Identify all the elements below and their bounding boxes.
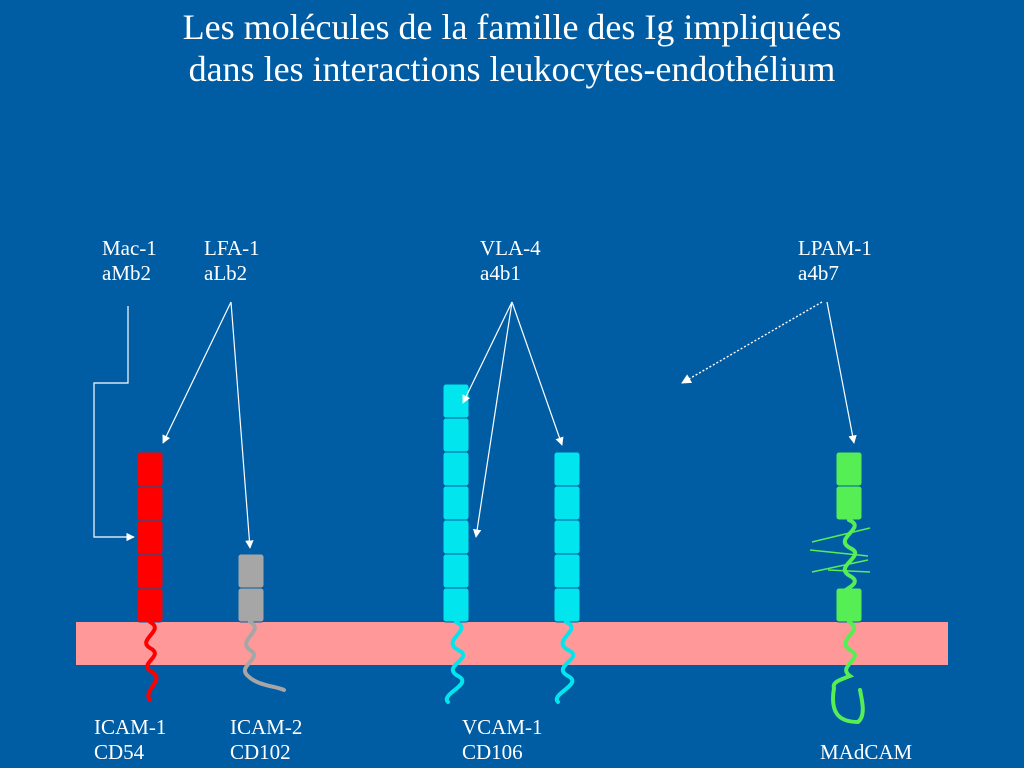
icam2-cytoplasmic-tail bbox=[243, 620, 286, 692]
integrin-name: LPAM-1 bbox=[798, 236, 872, 260]
ig-domain bbox=[136, 485, 164, 521]
integrin-subunits: a4b1 bbox=[480, 261, 521, 285]
ig-domain bbox=[442, 383, 470, 419]
ig-domain bbox=[136, 587, 164, 623]
title-line-1: Les molécules de la famille des Ig impli… bbox=[182, 7, 842, 47]
vla4-arrow-to-vcam1-middle bbox=[472, 301, 513, 538]
ig-domain bbox=[553, 485, 581, 521]
integrin-label-lpam1: LPAM-1 a4b7 bbox=[798, 236, 872, 286]
lpam1-dotted-arrow bbox=[681, 301, 823, 384]
ligand-cd: CD106 bbox=[462, 740, 523, 764]
ig-domain bbox=[237, 553, 265, 589]
ig-domain bbox=[835, 451, 863, 487]
ig-domain bbox=[237, 587, 265, 623]
ligand-name: MAdCAM bbox=[820, 740, 913, 764]
integrin-name: LFA-1 bbox=[204, 236, 260, 260]
vla4-arrow-to-vcam1-alt bbox=[511, 301, 564, 446]
ig-domain bbox=[442, 519, 470, 555]
lfa1-arrow-to-icam2 bbox=[230, 301, 254, 549]
ig-domain bbox=[136, 451, 164, 487]
integrin-name: Mac-1 bbox=[102, 236, 157, 260]
ligand-name: ICAM-2 bbox=[230, 715, 303, 739]
ig-domain bbox=[553, 587, 581, 623]
ligand-cd: CD54 bbox=[94, 740, 145, 764]
ligand-name: VCAM-1 bbox=[462, 715, 543, 739]
lfa1-arrow-to-icam1 bbox=[162, 301, 232, 444]
ig-domain bbox=[442, 451, 470, 487]
ig-domain bbox=[553, 451, 581, 487]
ig-domain bbox=[442, 587, 470, 623]
vcam1-molecule bbox=[442, 383, 470, 623]
integrin-label-mac1: Mac-1 aMb2 bbox=[102, 236, 157, 286]
ligand-name: ICAM-1 bbox=[94, 715, 167, 739]
icam1-cytoplasmic-tail bbox=[144, 620, 159, 702]
ligand-label-icam1: ICAM-1 CD54 bbox=[94, 715, 166, 765]
integrin-label-lfa1: LFA-1 aLb2 bbox=[204, 236, 260, 286]
ig-domain bbox=[442, 417, 470, 453]
ig-domain bbox=[136, 553, 164, 589]
integrin-name: VLA-4 bbox=[480, 236, 541, 260]
title-line-2: dans les interactions leukocytes-endothé… bbox=[188, 49, 836, 89]
endothelial-membrane bbox=[76, 622, 948, 665]
madcam-cytoplasmic-tail bbox=[831, 620, 865, 725]
icam2-molecule bbox=[237, 553, 265, 623]
ig-domain bbox=[835, 485, 863, 521]
slide-title: Les molécules de la famille des Ig impli… bbox=[0, 6, 1024, 90]
ligand-cd: CD102 bbox=[230, 740, 291, 764]
ig-domain bbox=[553, 519, 581, 555]
vcam1-alt-molecule bbox=[553, 451, 581, 623]
ligand-label-vcam1: VCAM-1 CD106 bbox=[462, 715, 543, 765]
ligand-label-madcam: MAdCAM bbox=[820, 740, 912, 765]
madcam-glycosylation-marks bbox=[809, 527, 871, 573]
vla4-arrow-to-vcam1-top bbox=[462, 301, 513, 404]
integrin-label-vla4: VLA-4 a4b1 bbox=[480, 236, 541, 286]
ig-domain bbox=[136, 519, 164, 555]
integrin-subunits: aLb2 bbox=[204, 261, 248, 285]
ig-domain bbox=[553, 553, 581, 589]
vcam1-cytoplasmic-tail bbox=[444, 620, 466, 704]
ig-domain bbox=[835, 587, 863, 623]
ig-domain bbox=[442, 553, 470, 589]
mac1-connector-arrow bbox=[93, 306, 135, 542]
lpam1-arrow-to-madcam bbox=[826, 301, 857, 444]
icam1-molecule bbox=[136, 451, 164, 623]
ligand-label-icam2: ICAM-2 CD102 bbox=[230, 715, 302, 765]
madcam-molecule bbox=[835, 451, 863, 623]
integrin-subunits: aMb2 bbox=[102, 261, 151, 285]
ig-domain bbox=[442, 485, 470, 521]
integrin-subunits: a4b7 bbox=[798, 261, 839, 285]
vcam1-alt-cytoplasmic-tail bbox=[554, 620, 576, 704]
